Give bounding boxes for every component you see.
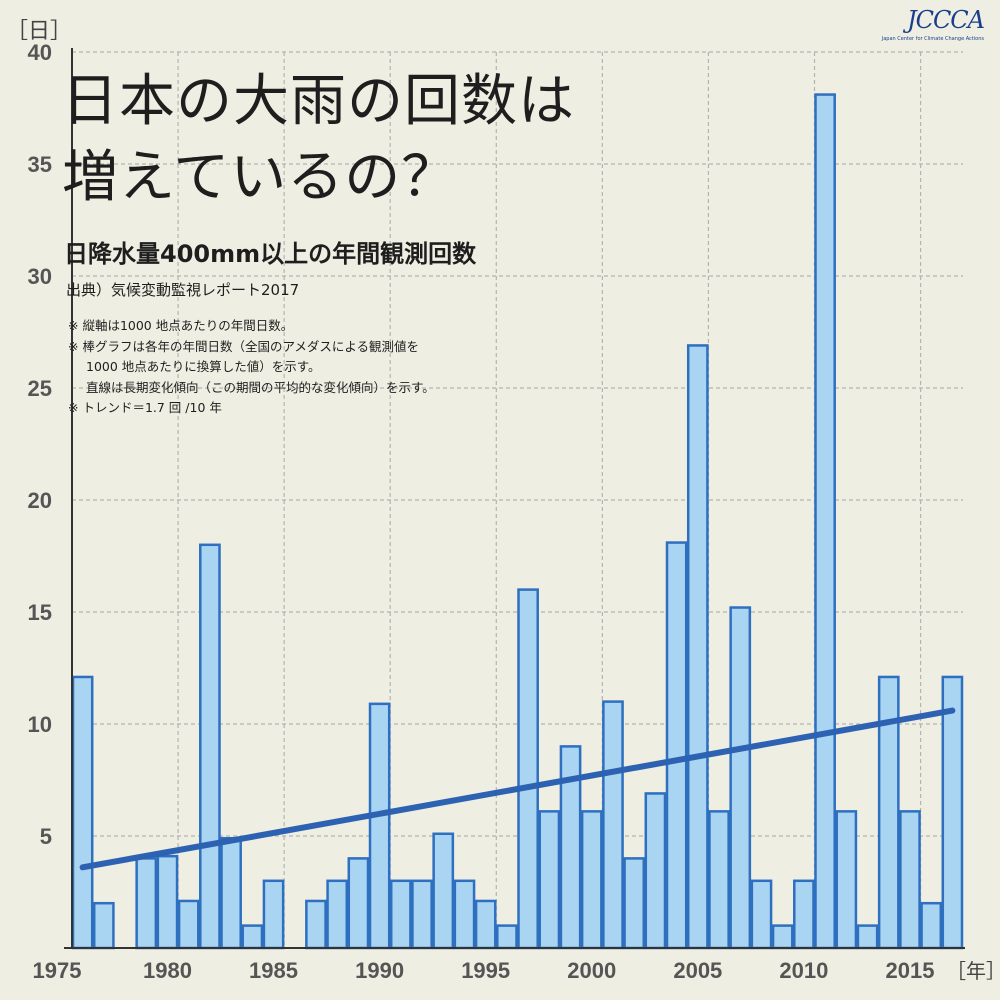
bar-1993 [432,832,455,950]
y-tick-label: 15 [28,600,52,625]
bar-2002 [623,857,646,950]
bar-2003 [644,792,667,950]
chart-subtitle: 日降水量400mm以上の年間観測回数 [64,240,477,268]
bar-2008 [750,879,773,950]
bar-1985 [262,879,285,950]
bar-1991 [389,879,412,950]
x-tick-label: 1975 [33,958,82,983]
x-tick-label: 2010 [779,958,828,983]
trend-layer [79,707,956,871]
x-tick-label: 2005 [673,958,722,983]
bar-2012 [835,810,858,950]
bar-2015 [899,810,921,950]
bar-2010 [793,879,815,950]
bar-1992 [411,879,433,950]
bar-1990 [368,702,391,950]
bar-2004 [665,541,688,950]
bar-2016 [920,901,943,950]
chart-notes: ※ 縦軸は1000 地点あたりの年間日数。 ※ 棒グラフは各年の年間日数（全国の… [68,316,435,419]
title-line-2: 増えているの？ [62,145,459,210]
bar-2000 [580,810,603,950]
bar-1994 [453,879,476,950]
axes: 5 10 15 20 25 30 35 40 1975 1980 1985 1990 1995 2000 2… [6,19,1000,983]
bar-2001 [602,700,624,950]
y-tick-label: 10 [28,712,52,737]
logo-subtext: Japan Center for Climate Change Actions [881,36,984,42]
bar-2007 [729,606,752,950]
bar-1989 [347,857,370,950]
y-tick-label: 5 [40,824,52,849]
x-tick-label: 1985 [249,958,298,983]
y-tick-label: 30 [28,264,52,289]
x-tick-label: 1990 [355,958,404,983]
page-title: 日本の大雨の回数は 増えているの？ [62,64,575,216]
bars [71,93,964,950]
bar-2014 [877,675,900,950]
title-line-1: 日本の大雨の回数は [62,69,575,134]
bar-1979 [135,857,158,950]
note-line: ※ 棒グラフは各年の年間日数（全国のアメダスによる観測値を [68,338,419,354]
source-credit: 出典）気候変動監視レポート2017 [66,281,300,299]
y-tick-label: 35 [28,152,52,177]
x-axis-unit: ［年］ [946,959,1000,983]
bar-2017 [941,675,964,950]
y-tick-label: 20 [28,488,52,513]
logo-text: JCCCA [906,6,985,34]
bar-1996 [496,924,518,950]
y-tick-label: 40 [28,40,52,65]
note-line: ※ 縦軸は1000 地点あたりの年間日数。 [68,318,294,333]
bar-1987 [305,899,327,950]
bar-2006 [708,810,730,950]
bar-2011 [814,93,836,950]
y-tick-label: 25 [28,376,52,401]
bar-1988 [326,879,349,950]
x-tick-label: 2015 [885,958,934,983]
bar-1977 [92,901,115,950]
x-tick-label: 1980 [143,958,192,983]
note-line: ※ トレンド＝1.7 回 /10 年 [68,400,222,415]
bar-1976 [71,675,94,950]
bar-1980 [156,854,179,950]
bar-1981 [177,899,200,950]
bar-1997 [517,588,539,950]
bar-2013 [856,924,879,950]
bar-2009 [771,924,794,950]
bar-1984 [241,924,264,950]
bar-1998 [538,810,561,950]
y-axis-unit: ［日］ [6,19,72,44]
bar-1995 [474,899,497,950]
note-line: 1000 地点あたりに換算した値）を示す。 [86,359,321,374]
jccca-logo: JCCCA Japan Center for Climate Change Ac… [882,6,985,50]
note-line: 直線は長期変化傾向（この期間の平均的な変化傾向）を示す。 [86,379,435,395]
bar-2005 [686,344,709,950]
x-tick-label: 1995 [461,958,510,983]
x-tick-label: 2000 [567,958,616,983]
bar-1982 [199,543,221,950]
trend-line [79,707,956,871]
bar-1983 [220,836,242,950]
